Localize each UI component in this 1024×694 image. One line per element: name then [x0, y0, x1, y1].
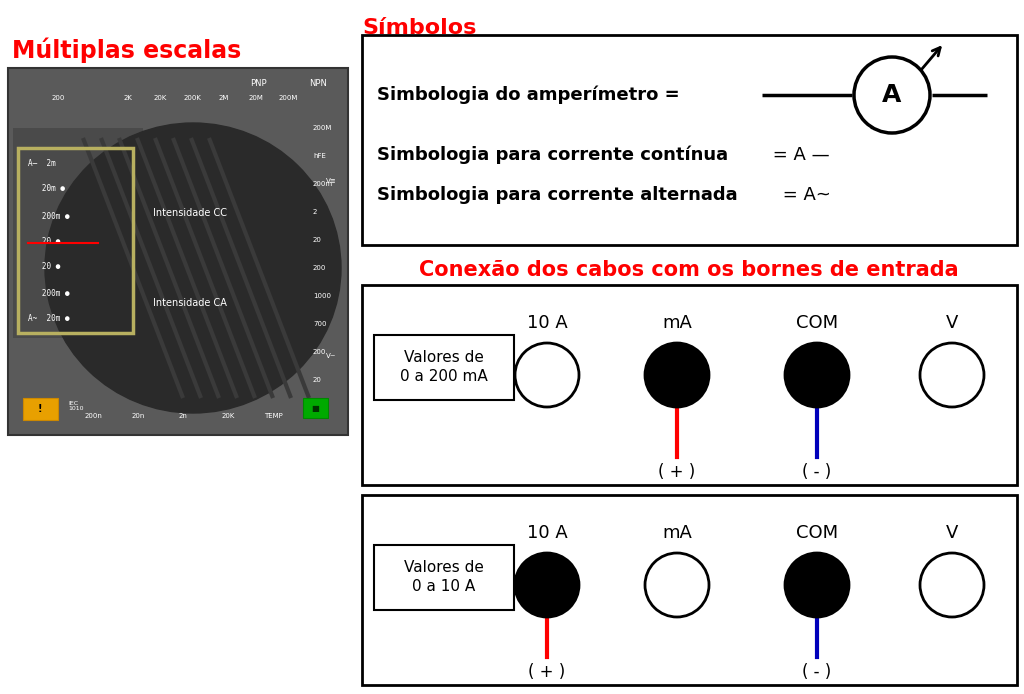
Text: A: A	[883, 83, 902, 107]
Text: TEMP: TEMP	[263, 413, 283, 419]
Text: 200M: 200M	[313, 125, 333, 131]
Circle shape	[785, 343, 849, 407]
Text: A—  2m: A— 2m	[28, 158, 55, 167]
Text: 200: 200	[313, 265, 327, 271]
Text: 20: 20	[313, 377, 322, 383]
Text: ( + ): ( + )	[528, 663, 565, 681]
Circle shape	[854, 57, 930, 133]
Text: COM: COM	[796, 314, 838, 332]
FancyBboxPatch shape	[362, 35, 1017, 245]
Text: 200: 200	[313, 349, 327, 355]
Text: hFE: hFE	[313, 153, 326, 159]
Text: V≡: V≡	[326, 178, 337, 184]
Text: mA: mA	[663, 314, 692, 332]
Text: Simbologia do amperímetro =: Simbologia do amperímetro =	[377, 86, 686, 104]
Text: Valores de
0 a 200 mA: Valores de 0 a 200 mA	[400, 350, 487, 384]
Text: 20: 20	[313, 237, 322, 243]
Circle shape	[515, 553, 579, 617]
Text: ( - ): ( - )	[803, 663, 831, 681]
Text: = A~: = A~	[777, 186, 830, 204]
Text: V: V	[946, 314, 958, 332]
Text: 10 A: 10 A	[526, 314, 567, 332]
Text: 200: 200	[51, 95, 65, 101]
FancyBboxPatch shape	[374, 335, 514, 400]
FancyBboxPatch shape	[13, 128, 143, 338]
FancyBboxPatch shape	[374, 545, 514, 610]
Text: !: !	[38, 404, 42, 414]
FancyBboxPatch shape	[362, 495, 1017, 685]
Text: Simbologia para corrente alternada: Simbologia para corrente alternada	[377, 186, 737, 204]
Text: 2K: 2K	[124, 95, 132, 101]
Circle shape	[645, 553, 709, 617]
Circle shape	[920, 553, 984, 617]
Ellipse shape	[45, 123, 341, 413]
Circle shape	[785, 553, 849, 617]
Text: COM: COM	[796, 524, 838, 542]
Text: V~: V~	[326, 353, 337, 359]
Text: 200K: 200K	[183, 95, 201, 101]
Text: 200m ●: 200m ●	[28, 212, 70, 221]
Text: 200m: 200m	[313, 181, 333, 187]
Text: 2n: 2n	[178, 413, 187, 419]
Text: ■: ■	[311, 403, 318, 412]
Text: Conexão dos cabos com os bornes de entrada: Conexão dos cabos com os bornes de entra…	[419, 260, 958, 280]
Text: Simbologia para corrente contínua: Simbologia para corrente contínua	[377, 146, 728, 164]
Text: ( + ): ( + )	[658, 463, 695, 481]
Text: 20M: 20M	[249, 95, 263, 101]
Text: V: V	[946, 524, 958, 542]
Text: Valores de
0 a 10 A: Valores de 0 a 10 A	[404, 559, 484, 594]
Circle shape	[645, 343, 709, 407]
Text: 20n: 20n	[131, 413, 144, 419]
FancyBboxPatch shape	[303, 398, 328, 418]
Text: 2M: 2M	[219, 95, 229, 101]
Text: 20K: 20K	[154, 95, 167, 101]
Text: 10 A: 10 A	[526, 524, 567, 542]
FancyBboxPatch shape	[8, 68, 348, 435]
Text: 1000: 1000	[313, 293, 331, 299]
Circle shape	[920, 343, 984, 407]
Text: 700: 700	[313, 321, 327, 327]
Text: 200m ●: 200m ●	[28, 289, 70, 298]
Text: 200n: 200n	[84, 413, 102, 419]
Text: Intensidade CA: Intensidade CA	[153, 298, 227, 308]
Text: 2: 2	[313, 209, 317, 215]
Text: 200M: 200M	[279, 95, 298, 101]
Text: 20m ●: 20m ●	[28, 183, 65, 192]
Text: IEC
1010: IEC 1010	[68, 400, 84, 412]
Text: Múltiplas escalas: Múltiplas escalas	[12, 37, 242, 62]
Text: mA: mA	[663, 524, 692, 542]
Circle shape	[515, 343, 579, 407]
Text: 20K: 20K	[221, 413, 234, 419]
FancyBboxPatch shape	[362, 285, 1017, 485]
Text: Símbolos: Símbolos	[362, 18, 476, 38]
Text: = A —: = A —	[767, 146, 829, 164]
Text: PNP: PNP	[250, 78, 266, 87]
Text: A~  20m ●: A~ 20m ●	[28, 314, 70, 323]
Text: NPN: NPN	[309, 78, 327, 87]
Text: Intensidade CC: Intensidade CC	[153, 208, 227, 218]
Text: 2u: 2u	[44, 413, 52, 419]
Text: 20 ●: 20 ●	[28, 237, 60, 246]
Text: 20 ●: 20 ●	[28, 262, 60, 271]
Text: ( - ): ( - )	[803, 463, 831, 481]
FancyBboxPatch shape	[23, 398, 58, 420]
